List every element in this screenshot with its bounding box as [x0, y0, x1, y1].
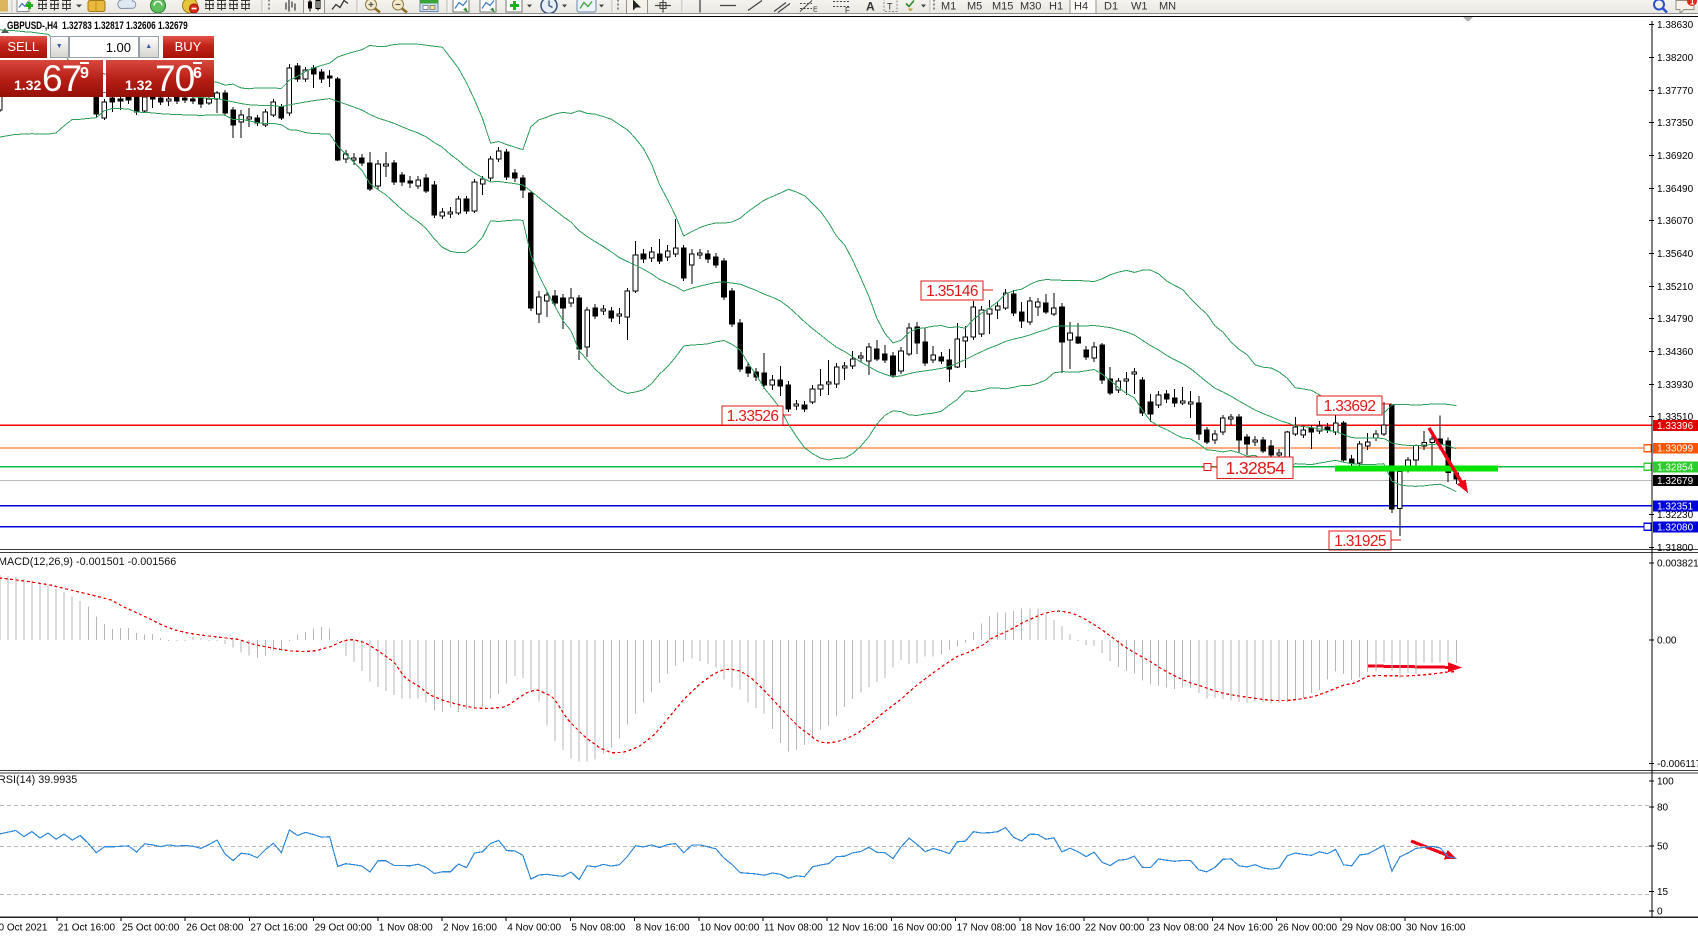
svg-text:1.32679: 1.32679 [1657, 476, 1694, 487]
svg-text:E: E [813, 7, 818, 13]
svg-text:MACD(12,26,9) -0.001501 -0.001: MACD(12,26,9) -0.001501 -0.001566 [0, 556, 176, 568]
svg-text:30 Nov 16:00: 30 Nov 16:00 [1406, 923, 1466, 934]
svg-text:11 Nov 08:00: 11 Nov 08:00 [764, 923, 823, 934]
svg-text:M1: M1 [941, 1, 956, 13]
svg-text:1.32854: 1.32854 [1657, 462, 1694, 473]
svg-text:A: A [866, 0, 875, 13]
svg-text:F: F [845, 6, 850, 13]
svg-text:1.33692: 1.33692 [1324, 398, 1376, 415]
svg-text:MN: MN [1159, 1, 1176, 13]
svg-text:M15: M15 [992, 1, 1013, 13]
svg-text:18 Nov 16:00: 18 Nov 16:00 [1021, 923, 1081, 934]
svg-text:5 Nov 08:00: 5 Nov 08:00 [571, 923, 625, 934]
svg-text:M5: M5 [967, 1, 982, 13]
svg-text:8 Nov 16:00: 8 Nov 16:00 [636, 923, 690, 934]
svg-text:1.33099: 1.33099 [1657, 444, 1694, 455]
svg-text:4 Nov 00:00: 4 Nov 00:00 [507, 923, 561, 934]
svg-text:1.33396: 1.33396 [1657, 421, 1694, 432]
svg-text:80: 80 [1657, 803, 1669, 814]
svg-text:1.35210: 1.35210 [1657, 282, 1694, 293]
svg-text:1.35640: 1.35640 [1657, 249, 1694, 260]
svg-text:1.32351: 1.32351 [1657, 502, 1694, 513]
svg-text:1.32230: 1.32230 [1657, 510, 1694, 521]
svg-text:100: 100 [1657, 777, 1674, 788]
svg-text:0.00: 0.00 [1657, 636, 1677, 647]
svg-text:20 Oct 2021: 20 Oct 2021 [0, 923, 48, 934]
svg-text:-0.006117: -0.006117 [1657, 759, 1698, 770]
svg-text:1.37350: 1.37350 [1657, 118, 1694, 129]
svg-text:T: T [887, 2, 893, 12]
svg-text:26 Oct 08:00: 26 Oct 08:00 [186, 923, 244, 934]
svg-text:D1: D1 [1104, 1, 1118, 13]
svg-text:1.34790: 1.34790 [1657, 314, 1694, 325]
svg-text:1.33930: 1.33930 [1657, 380, 1694, 391]
svg-text:1.38630: 1.38630 [1657, 21, 1694, 31]
svg-text:1.32080: 1.32080 [1657, 522, 1694, 533]
svg-text:29 Oct 00:00: 29 Oct 00:00 [315, 923, 373, 934]
svg-text:16 Nov 00:00: 16 Nov 00:00 [892, 923, 952, 934]
svg-text:1.38200: 1.38200 [1657, 53, 1694, 64]
svg-text:1.36070: 1.36070 [1657, 216, 1694, 227]
svg-text:H4: H4 [1074, 1, 1088, 13]
svg-text:1.33510: 1.33510 [1657, 412, 1694, 423]
svg-text:26 Nov 00:00: 26 Nov 00:00 [1278, 923, 1338, 934]
svg-text:23 Nov 08:00: 23 Nov 08:00 [1149, 923, 1209, 934]
svg-text:15: 15 [1657, 887, 1669, 898]
svg-text:W1: W1 [1131, 1, 1148, 13]
svg-text:50: 50 [1657, 841, 1669, 852]
svg-text:1.37770: 1.37770 [1657, 86, 1694, 97]
svg-text:0: 0 [1657, 906, 1663, 917]
svg-text:H1: H1 [1049, 1, 1063, 13]
svg-text:24 Nov 16:00: 24 Nov 16:00 [1213, 923, 1273, 934]
svg-text:2 Nov 16:00: 2 Nov 16:00 [443, 923, 497, 934]
svg-text:21 Oct 16:00: 21 Oct 16:00 [58, 923, 116, 934]
svg-text:1.36920: 1.36920 [1657, 151, 1694, 162]
svg-text:10 Nov 00:00: 10 Nov 00:00 [700, 923, 760, 934]
svg-text:RSI(14) 39.9935: RSI(14) 39.9935 [0, 774, 77, 786]
svg-text:1.32854: 1.32854 [1225, 458, 1285, 478]
svg-text:1.36490: 1.36490 [1657, 184, 1694, 195]
svg-text:27 Oct 16:00: 27 Oct 16:00 [250, 923, 308, 934]
svg-text:12 Nov 16:00: 12 Nov 16:00 [828, 923, 888, 934]
svg-text:1.31800: 1.31800 [1657, 543, 1694, 554]
svg-text:1.33526: 1.33526 [727, 408, 779, 425]
svg-text:1: 1 [1690, 0, 1695, 7]
svg-text:22 Nov 00:00: 22 Nov 00:00 [1085, 923, 1145, 934]
svg-text:25 Oct 00:00: 25 Oct 00:00 [122, 923, 180, 934]
svg-text:29 Nov 08:00: 29 Nov 08:00 [1342, 923, 1402, 934]
svg-text:M30: M30 [1020, 1, 1041, 13]
svg-text:1.35146: 1.35146 [926, 283, 978, 300]
svg-text:17 Nov 08:00: 17 Nov 08:00 [957, 923, 1017, 934]
svg-text:1.34360: 1.34360 [1657, 347, 1694, 358]
svg-text:1.31925: 1.31925 [1334, 533, 1386, 550]
svg-text:0.003821: 0.003821 [1657, 559, 1698, 570]
svg-text:1 Nov 08:00: 1 Nov 08:00 [379, 923, 433, 934]
